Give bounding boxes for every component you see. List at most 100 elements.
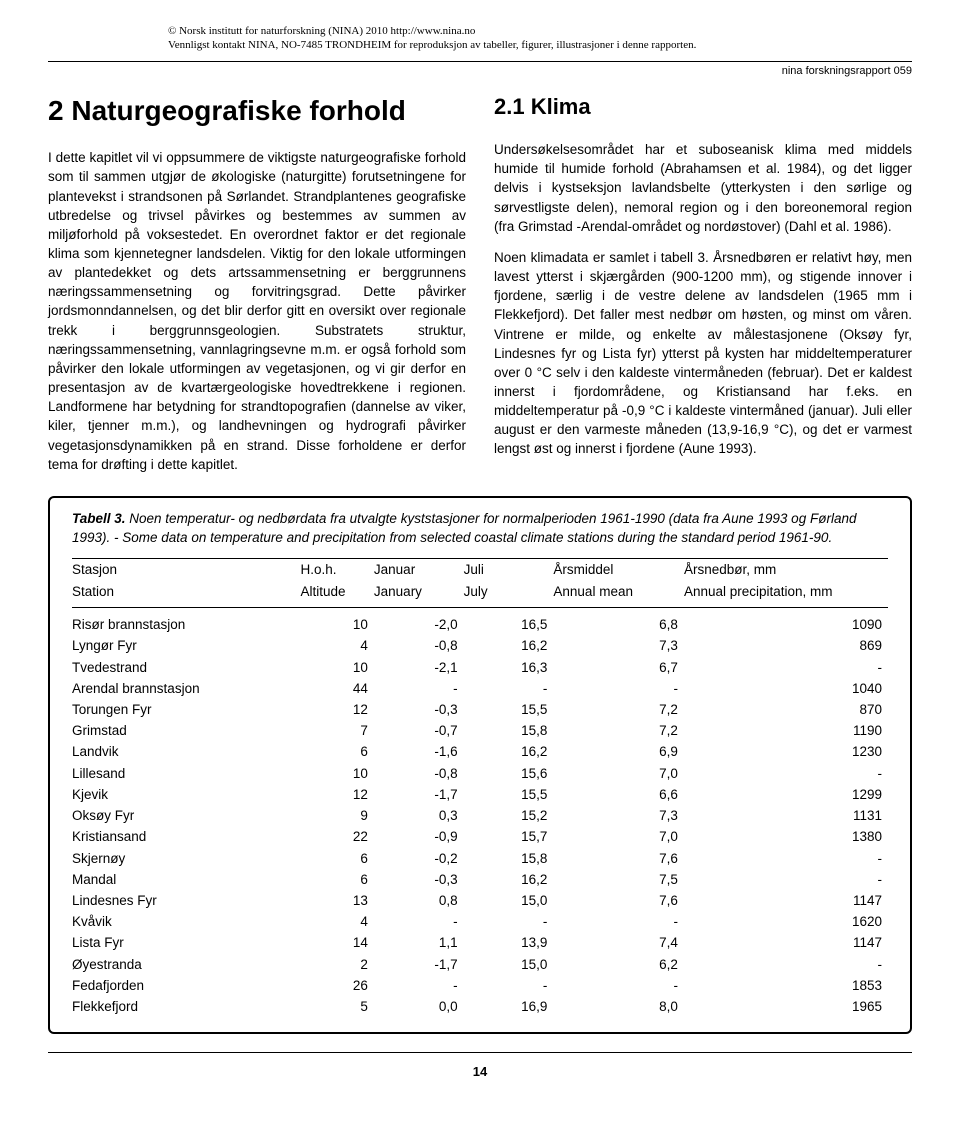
table-cell: 6,7 — [553, 657, 684, 678]
table-cell: Kristiansand — [72, 827, 300, 848]
table-cell: 1620 — [684, 912, 888, 933]
table-cell: 16,2 — [464, 742, 554, 763]
th-alt-1: H.o.h. — [300, 558, 373, 581]
table-cell: 15,8 — [464, 721, 554, 742]
table-cell: 10 — [300, 608, 373, 636]
table-cell: 15,5 — [464, 699, 554, 720]
table-row: Øyestranda2-1,715,06,2- — [72, 954, 888, 975]
table-cell: 0,3 — [374, 806, 464, 827]
table-cell: 6,2 — [553, 954, 684, 975]
table-cell: 869 — [684, 636, 888, 657]
table-cell: 870 — [684, 699, 888, 720]
table-cell: 1190 — [684, 721, 888, 742]
table-row: Arendal brannstasjon44---1040 — [72, 678, 888, 699]
table-cell: - — [553, 678, 684, 699]
table-cell: 7,6 — [553, 848, 684, 869]
copyright-line-1: © Norsk institutt for naturforskning (NI… — [168, 24, 912, 38]
table-cell: 6 — [300, 869, 373, 890]
table-cell: 6,6 — [553, 784, 684, 805]
table-cell: Grimstad — [72, 721, 300, 742]
table-cell: 1299 — [684, 784, 888, 805]
table-cell: 4 — [300, 636, 373, 657]
table-cell: 7,2 — [553, 721, 684, 742]
copyright-line-2: Vennligst kontakt NINA, NO-7485 TRONDHEI… — [168, 38, 912, 52]
table-cell: 15,2 — [464, 806, 554, 827]
table-cell: - — [553, 975, 684, 996]
table-cell: 5 — [300, 997, 373, 1018]
right-paragraph-1: Undersøkelsesområdet har et suboseanisk … — [494, 140, 912, 236]
table-cell: - — [464, 678, 554, 699]
table-row: Mandal6-0,316,27,5- — [72, 869, 888, 890]
table-caption: Tabell 3. Noen temperatur- og nedbørdata… — [72, 510, 888, 548]
table-cell: Torungen Fyr — [72, 699, 300, 720]
table-cell: 15,0 — [464, 890, 554, 911]
table-cell: Oksøy Fyr — [72, 806, 300, 827]
table-cell: 26 — [300, 975, 373, 996]
table-cell: -0,3 — [374, 699, 464, 720]
table-cell: 7 — [300, 721, 373, 742]
table-caption-lead: Tabell 3. — [72, 511, 126, 526]
table-cell: 7,2 — [553, 699, 684, 720]
table-cell: Mandal — [72, 869, 300, 890]
th-ann-1: Årsmiddel — [553, 558, 684, 581]
table-cell: 6,9 — [553, 742, 684, 763]
table-cell: 7,0 — [553, 763, 684, 784]
table-cell: 1147 — [684, 890, 888, 911]
table-row: Landvik6-1,616,26,91230 — [72, 742, 888, 763]
table-cell: - — [374, 912, 464, 933]
table-cell: 6 — [300, 742, 373, 763]
table-cell: 10 — [300, 763, 373, 784]
th-jan-1: Januar — [374, 558, 464, 581]
table-cell: 4 — [300, 912, 373, 933]
table-cell: 12 — [300, 699, 373, 720]
table-cell: 7,6 — [553, 890, 684, 911]
table-cell: Tvedestrand — [72, 657, 300, 678]
table-cell: 9 — [300, 806, 373, 827]
table-cell: 1147 — [684, 933, 888, 954]
table-cell: 12 — [300, 784, 373, 805]
table-cell: -0,2 — [374, 848, 464, 869]
table-cell: Lindesnes Fyr — [72, 890, 300, 911]
table-cell: Lillesand — [72, 763, 300, 784]
top-horizontal-rule — [48, 61, 912, 62]
table-cell: 16,2 — [464, 636, 554, 657]
table-cell: 1040 — [684, 678, 888, 699]
table-cell: - — [684, 848, 888, 869]
table-cell: 7,4 — [553, 933, 684, 954]
table-cell: 6 — [300, 848, 373, 869]
th-ann-2: Annual mean — [553, 581, 684, 608]
table-cell: 16,5 — [464, 608, 554, 636]
table-cell: 7,0 — [553, 827, 684, 848]
table-cell: 15,0 — [464, 954, 554, 975]
table-row: Kvåvik4---1620 — [72, 912, 888, 933]
table-cell: - — [684, 869, 888, 890]
table-cell: 15,5 — [464, 784, 554, 805]
table-cell: -2,0 — [374, 608, 464, 636]
th-prec-2: Annual precipitation, mm — [684, 581, 888, 608]
table-cell: - — [374, 678, 464, 699]
table-cell: - — [374, 975, 464, 996]
table-row: Skjernøy6-0,215,87,6- — [72, 848, 888, 869]
table-cell: Risør brannstasjon — [72, 608, 300, 636]
table-cell: - — [684, 657, 888, 678]
table-cell: 13,9 — [464, 933, 554, 954]
table-row: Fedafjorden26---1853 — [72, 975, 888, 996]
table-cell: Kvåvik — [72, 912, 300, 933]
table-cell: -1,7 — [374, 784, 464, 805]
th-jul-1: Juli — [464, 558, 554, 581]
table-cell: Øyestranda — [72, 954, 300, 975]
th-station-2: Station — [72, 581, 300, 608]
table-row: Lista Fyr141,113,97,41147 — [72, 933, 888, 954]
table-cell: - — [464, 975, 554, 996]
th-prec-1: Årsnedbør, mm — [684, 558, 888, 581]
table-cell: 16,3 — [464, 657, 554, 678]
table-cell: 1131 — [684, 806, 888, 827]
table-cell: 22 — [300, 827, 373, 848]
table-cell: Flekkefjord — [72, 997, 300, 1018]
table-cell: -0,8 — [374, 636, 464, 657]
table-cell: -0,3 — [374, 869, 464, 890]
right-paragraph-2: Noen klimadata er samlet i tabell 3. Års… — [494, 248, 912, 459]
right-column: 2.1 Klima Undersøkelsesområdet har et su… — [494, 84, 912, 473]
table-row: Torungen Fyr12-0,315,57,2870 — [72, 699, 888, 720]
table-cell: 0,0 — [374, 997, 464, 1018]
